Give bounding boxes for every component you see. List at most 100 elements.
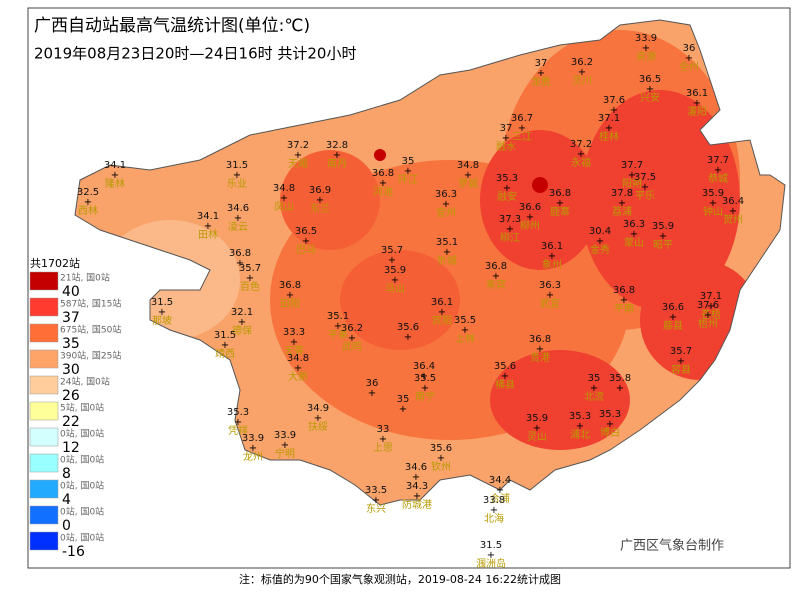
legend-threshold: 0: [62, 518, 71, 534]
station-name: 平果: [328, 329, 348, 341]
footer-note: 注：标值的为90个国家气象观测站，2019-08-24 16:22统计成图: [239, 572, 561, 586]
station-marker: +: [610, 105, 618, 116]
station-name: 德保: [232, 324, 252, 337]
station-value: 36.8: [613, 285, 635, 296]
station-name: 桂林: [599, 130, 619, 143]
station-marker: +: [537, 68, 545, 79]
station-marker: +: [388, 255, 396, 266]
station-name: 田阳: [280, 298, 300, 310]
station-marker: +: [693, 98, 701, 109]
station-marker: +: [492, 271, 500, 282]
station-value: 35.7: [239, 263, 261, 274]
legend-threshold: 22: [62, 414, 80, 430]
station-value: 35.9: [526, 413, 548, 424]
legend-threshold: -16: [62, 544, 85, 560]
station-name: 贵港: [530, 351, 550, 364]
station-value: 37.2: [570, 139, 592, 150]
station-name: 融安: [497, 190, 517, 203]
station-name: 柳江: [500, 231, 520, 244]
station-value: 34.1: [197, 211, 219, 222]
station-marker: +: [238, 317, 246, 328]
station-marker: +: [536, 344, 544, 355]
station-marker: +: [596, 236, 604, 247]
station-marker: +: [526, 212, 534, 223]
station-name: 大新: [288, 370, 308, 383]
station-name: 环江: [398, 174, 418, 186]
legend-count: 0站, 国0站: [60, 506, 104, 518]
legend-swatch: [29, 505, 59, 525]
legend-count: 0站, 国0站: [60, 428, 104, 440]
station-name: 藤县: [663, 320, 683, 332]
station-value: 33: [377, 424, 390, 435]
map-title: 广西自动站最高气温统计图(单位:℃): [34, 16, 310, 36]
station-name: 凌云: [228, 220, 248, 233]
station-name: 龙胜: [531, 75, 551, 88]
station-marker: +: [641, 182, 649, 193]
station-value: 36.8: [279, 280, 301, 291]
station-value: 33.5: [365, 485, 387, 496]
station-name: 巴马: [296, 244, 316, 256]
station-name: 东兴: [366, 502, 386, 515]
station-name: 象州: [542, 259, 562, 271]
station-name: 昭平: [653, 239, 673, 251]
station-value: 30.4: [589, 226, 611, 237]
station-value: 35: [397, 394, 410, 405]
station-marker: +: [280, 193, 288, 204]
station-marker: +: [659, 231, 667, 242]
legend-swatch: [29, 349, 59, 369]
station-name: 宾阳: [432, 314, 452, 327]
station-marker: +: [646, 84, 654, 95]
station-name: 博白: [600, 426, 620, 439]
station-value: 37.7: [707, 155, 729, 166]
station-marker: +: [286, 290, 294, 301]
station-value: 36.5: [295, 226, 317, 237]
station-name: 金秀: [590, 243, 610, 256]
station-value: 35: [588, 373, 601, 384]
station-value: 34.6: [405, 462, 427, 473]
station-name: 隆林: [105, 177, 125, 190]
station-name: 天峨: [288, 158, 308, 170]
station-marker: +: [442, 199, 450, 210]
station-marker: +: [605, 123, 613, 134]
station-value: 37.1: [700, 291, 722, 302]
station-value: 31.5: [226, 160, 248, 171]
station-marker: +: [290, 337, 298, 348]
station-marker: +: [464, 170, 472, 181]
legend-total: 共1702站: [30, 256, 80, 270]
station-name: 来宾: [486, 278, 506, 291]
station-marker: +: [294, 363, 302, 374]
station-name: 上林: [455, 332, 475, 345]
legend-threshold: 35: [62, 336, 80, 352]
station-value: 35.6: [430, 443, 452, 454]
station-value: 36.8: [529, 334, 551, 345]
station-value: 34.9: [307, 403, 329, 414]
station-name: 横县: [495, 378, 515, 391]
station-marker: +: [204, 221, 212, 232]
station-marker: +: [221, 340, 229, 351]
station-value: 33.9: [274, 430, 296, 441]
station-name: 靖西: [215, 347, 235, 360]
station-value: 36.9: [309, 185, 331, 196]
station-marker: +: [606, 419, 614, 430]
station-name: 苍梧: [701, 308, 721, 321]
station-marker: +: [234, 417, 242, 428]
station-value: 35.3: [569, 411, 591, 422]
station-value: 35.5: [454, 315, 476, 326]
station-value: 35.7: [670, 346, 692, 357]
station-value: 35.9: [702, 188, 724, 199]
legend-swatch: [29, 531, 59, 551]
station-marker: +: [420, 371, 428, 382]
station-marker: +: [111, 170, 119, 181]
station-name: 梧州: [698, 317, 718, 330]
station-value: 37.2: [287, 140, 309, 151]
station-name: 凤山: [274, 201, 294, 213]
station-marker: +: [628, 170, 636, 181]
station-value: 36.7: [511, 113, 533, 124]
station-marker: +: [501, 371, 509, 382]
station-value: 34.8: [273, 183, 295, 194]
station-marker: +: [413, 491, 421, 502]
station-marker: +: [246, 273, 254, 284]
station-marker: +: [438, 307, 446, 318]
station-marker: +: [620, 295, 628, 306]
station-name: 恭城: [708, 173, 728, 185]
